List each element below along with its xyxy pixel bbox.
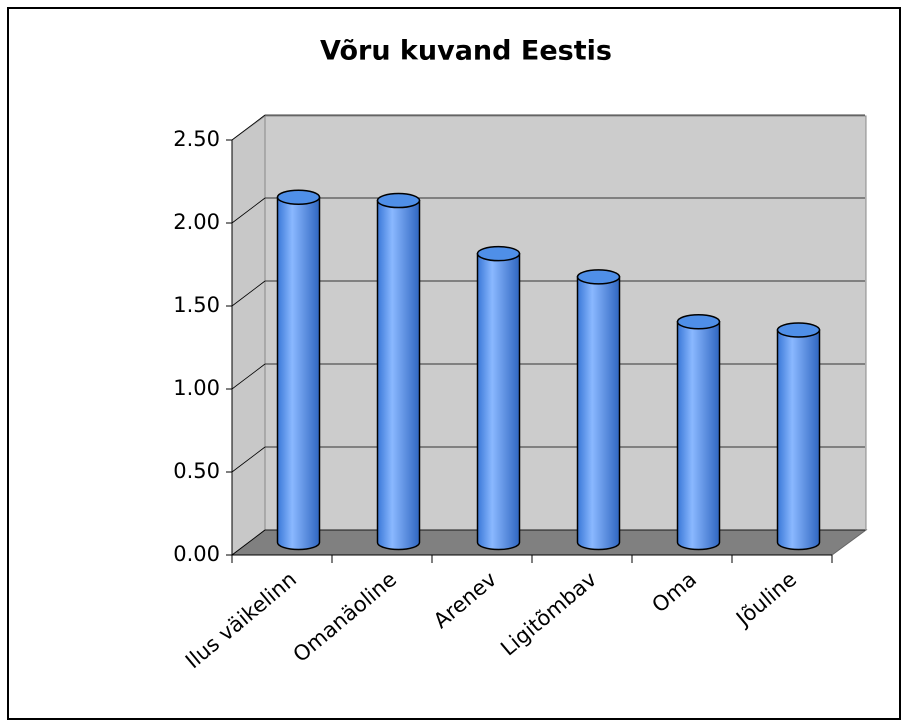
y-tick-label: 1.00 bbox=[173, 376, 220, 400]
bar-top bbox=[476, 245, 521, 262]
side-wall bbox=[231, 115, 266, 557]
bar-body bbox=[276, 196, 321, 551]
floor bbox=[230, 529, 868, 556]
bar bbox=[576, 269, 621, 551]
bar-top bbox=[676, 313, 721, 330]
bar-top bbox=[276, 189, 321, 205]
bar bbox=[776, 322, 821, 551]
bar bbox=[676, 313, 721, 551]
y-tick-label: 1.50 bbox=[173, 293, 220, 317]
grid-line bbox=[231, 197, 266, 224]
bar-body bbox=[676, 320, 721, 551]
y-tick-label: 0.00 bbox=[173, 542, 220, 566]
bar-top bbox=[376, 192, 421, 209]
back-wall bbox=[264, 115, 867, 531]
bar-body bbox=[576, 276, 621, 551]
y-tick-label: 2.50 bbox=[173, 127, 220, 151]
grid-line bbox=[231, 529, 266, 556]
bar-body bbox=[376, 199, 421, 551]
grid-line bbox=[231, 280, 266, 307]
grid-line bbox=[231, 114, 266, 141]
y-tick-label: 2.00 bbox=[173, 210, 220, 234]
bar-top bbox=[576, 269, 621, 285]
grid-line bbox=[231, 363, 266, 390]
bar-body bbox=[776, 329, 821, 551]
bar-top bbox=[776, 322, 821, 338]
bar bbox=[376, 192, 421, 551]
bar bbox=[476, 245, 521, 551]
bar bbox=[276, 189, 321, 551]
bar-body bbox=[476, 252, 521, 551]
y-tick-label: 0.50 bbox=[173, 459, 220, 483]
grid-line bbox=[231, 446, 266, 473]
chart-title: Võru kuvand Eestis bbox=[320, 36, 612, 67]
